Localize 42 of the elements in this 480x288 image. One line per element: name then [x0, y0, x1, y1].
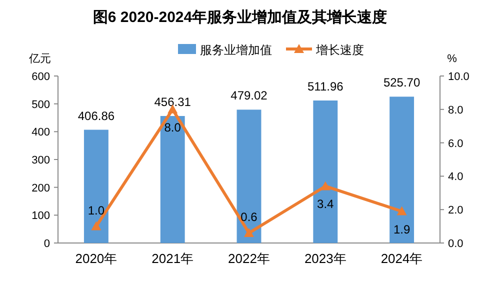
point	[396, 206, 407, 216]
data-label: 1.9	[393, 222, 410, 236]
data-label: 456.31	[154, 94, 192, 109]
x-tick-label: 2021年	[152, 251, 194, 266]
legend-label: 增长速度	[315, 43, 364, 57]
point	[244, 228, 254, 237]
data-label: 406.86	[78, 108, 115, 123]
x-tick-label: 2020年	[75, 251, 118, 266]
bar	[390, 96, 414, 243]
y-tick-label: 600	[32, 71, 50, 83]
bar	[160, 116, 185, 243]
y2-tick-label: 8.0	[448, 104, 464, 116]
y-tick-label: 100	[32, 210, 50, 222]
y-tick-label: 0	[44, 238, 50, 250]
x-tick-label: 2024年	[380, 251, 423, 266]
chart-title: 图6 2020-2024年服务业增加值及其增长速度	[92, 8, 388, 26]
point	[91, 221, 102, 230]
y-tick-label: 500	[32, 98, 50, 111]
y2-tick-label: 2.0	[448, 204, 464, 217]
data-label: 1.0	[88, 203, 105, 218]
data-label: 525.70	[383, 76, 420, 90]
y-tick-label: 400	[32, 126, 50, 139]
y2-tick-label: 0.0	[448, 238, 464, 250]
y2-tick-label: 6.0	[448, 138, 464, 150]
y-tick-label: 200	[32, 182, 50, 194]
legend-label: 服务业增加值	[200, 43, 272, 57]
bar	[313, 100, 338, 243]
data-label: 479.02	[230, 88, 268, 103]
x-tick-label: 2022年	[228, 251, 270, 266]
y2-tick-label: 10.0	[448, 71, 470, 83]
data-label: 511.96	[307, 80, 344, 94]
data-label: 8.0	[164, 120, 182, 134]
x-tick-label: 2023年	[304, 251, 346, 266]
bar	[236, 110, 262, 243]
y2-tick-label: 4.0	[448, 171, 464, 184]
y2-axis-title: %	[447, 53, 458, 65]
data-label: 0.6	[240, 210, 258, 224]
point	[320, 181, 330, 190]
bar	[84, 130, 108, 243]
data-label: 3.4	[317, 197, 334, 212]
y-tick-label: 300	[32, 154, 50, 166]
y-axis-title: 亿元	[28, 53, 51, 65]
